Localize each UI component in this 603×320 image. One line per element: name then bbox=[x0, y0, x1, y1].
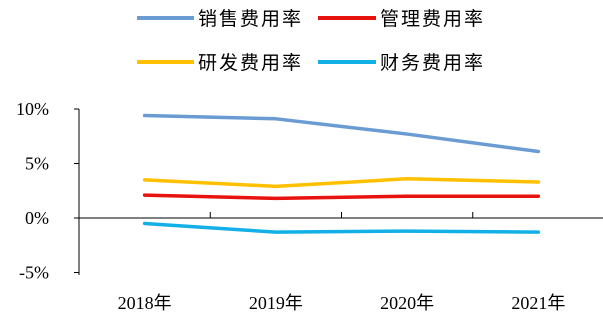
series-line-0 bbox=[142, 113, 541, 154]
y-ticks: 10% 5% 0% -5% bbox=[16, 99, 79, 283]
x-tick-label: 2020年 bbox=[380, 293, 434, 313]
series-line-2 bbox=[142, 177, 541, 189]
y-tick-label: 5% bbox=[25, 154, 49, 174]
series-lines bbox=[142, 113, 541, 234]
legend-label: 财务费用率 bbox=[380, 52, 485, 74]
y-tick-label: 10% bbox=[16, 99, 49, 119]
axes bbox=[78, 109, 603, 275]
x-ticks: 2018年 2019年 2020年 2021年 bbox=[78, 212, 565, 313]
legend-label: 销售费用率 bbox=[198, 8, 303, 30]
legend-label: 管理费用率 bbox=[380, 8, 485, 30]
series-line-1 bbox=[142, 193, 541, 201]
x-tick-label: 2021年 bbox=[511, 293, 565, 313]
x-tick-label: 2019年 bbox=[249, 293, 303, 313]
y-tick-label: 0% bbox=[25, 208, 49, 228]
series-line-3 bbox=[142, 221, 541, 234]
legend-label: 研发费用率 bbox=[198, 52, 303, 74]
y-tick-label: -5% bbox=[19, 263, 49, 283]
x-tick-label: 2018年 bbox=[118, 293, 172, 313]
